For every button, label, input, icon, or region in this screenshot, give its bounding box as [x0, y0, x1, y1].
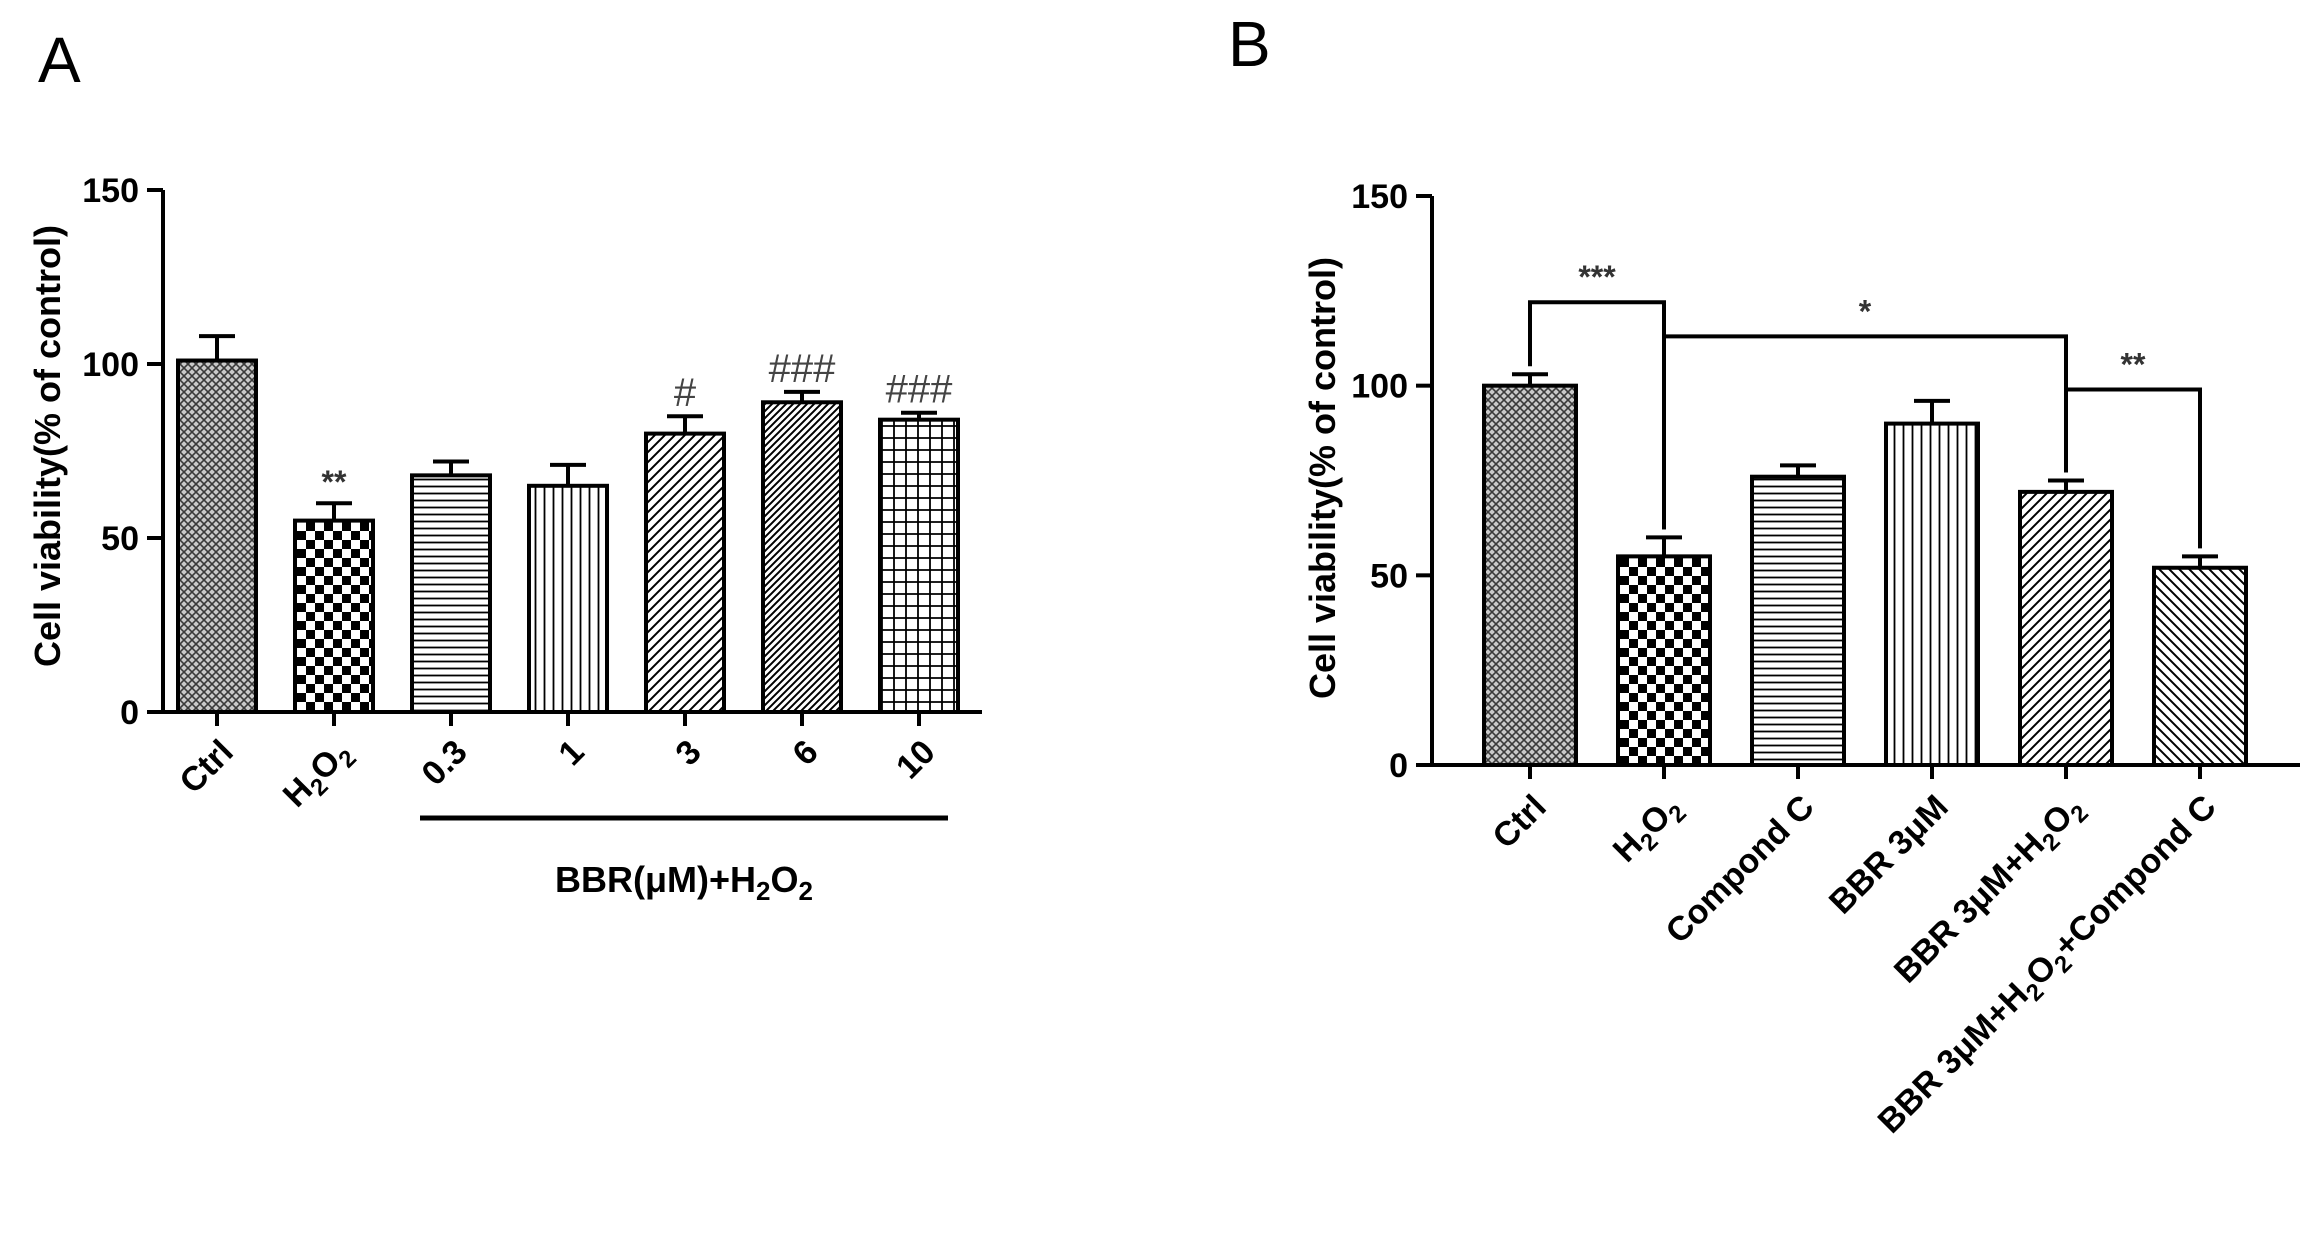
- panel-a-significance-hash: ###: [886, 368, 953, 412]
- panel-b-y-tick-label: 150: [1351, 178, 1408, 216]
- panel-a-y-tick-label: 100: [82, 346, 139, 384]
- panel-b-significance-brackets: ******: [1528, 259, 2202, 549]
- panel-a-significance-hash: #: [674, 371, 697, 415]
- panel-a-letter: A: [38, 24, 81, 96]
- panel-b-bar: [1750, 474, 1846, 767]
- panel-b-category-label: BBR 3μM: [1822, 788, 1956, 922]
- panel-b-bracket-label: ***: [1578, 259, 1616, 295]
- panel-a-annotations: **#### ###: [322, 347, 954, 500]
- panel-a-category-labels: Ctrl H2O2 0.3 1 3 6 10: [172, 733, 943, 819]
- panel-a-bar: [761, 400, 843, 714]
- panel-b-bracket: [2064, 387, 2202, 549]
- panel-b-bars: [1482, 372, 2248, 779]
- panel-b-y-axis-label: Cell viability(% of control): [1302, 257, 1343, 699]
- panel-a: A Cell viability(% of control) 0 50 100 150…: [27, 24, 982, 906]
- panel-a-significance-hash: ###: [769, 347, 836, 391]
- panel-a-y-tick-label: 50: [101, 520, 139, 558]
- panel-b-y-tick-label: 100: [1351, 368, 1408, 406]
- panel-a-bar: [644, 431, 726, 714]
- panel-a-significance-stars: **: [322, 464, 347, 500]
- panel-a-y-tick-label: 0: [120, 694, 139, 732]
- panel-b-bar: [2018, 489, 2114, 767]
- panel-a-y-tick-label: 150: [82, 172, 139, 210]
- panel-b-bracket-label: *: [1859, 293, 1872, 329]
- panel-b-bar: [1616, 554, 1712, 767]
- panel-b-bar: [2152, 565, 2248, 767]
- panel-a-y-axis-label: Cell viability(% of control): [27, 225, 68, 667]
- panel-a-bar: [410, 473, 492, 714]
- panel-a-category-label: 10: [889, 733, 943, 787]
- panel-a-bar: [293, 518, 375, 714]
- panel-a-bar: [878, 417, 960, 714]
- panel-a-category-label: H2O2: [276, 733, 362, 819]
- panel-b-bar: [1884, 421, 1980, 767]
- panel-b-y-tick-label: 50: [1370, 557, 1408, 595]
- panel-a-category-label: 1: [551, 733, 591, 773]
- panel-b-y-tick-label: 0: [1389, 747, 1408, 785]
- panel-b-bar: [1482, 383, 1578, 767]
- panel-a-category-label: 3: [668, 733, 708, 773]
- panel-b-bracket: [1662, 334, 2068, 530]
- panel-a-group-label: BBR(μM)+H2O2: [555, 859, 813, 906]
- panel-a-category-label: Ctrl: [172, 733, 240, 801]
- panel-b: B Cell viability(% of control) 0 50 100 150…: [1228, 8, 2300, 1141]
- panel-b-letter: B: [1228, 8, 1271, 80]
- panel-a-bar: [527, 483, 609, 714]
- panel-b-category-label: Ctrl: [1485, 788, 1553, 856]
- panel-a-bar: [176, 358, 258, 714]
- panel-a-bars: [176, 334, 960, 726]
- panel-a-category-label: 6: [785, 733, 825, 773]
- panel-b-bracket-label: **: [2121, 346, 2146, 382]
- panel-a-category-label: 0.3: [414, 733, 474, 793]
- panel-b-category-label: H2O2: [1606, 788, 1692, 874]
